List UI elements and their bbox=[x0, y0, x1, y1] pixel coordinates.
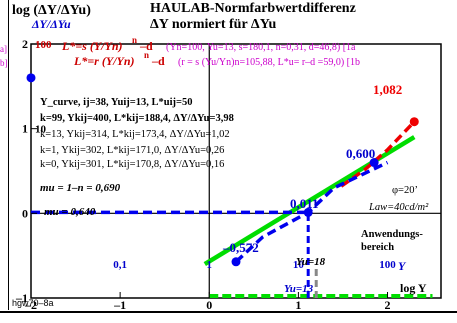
x-tick-label: 0 bbox=[206, 298, 212, 312]
left-cut-a: a] bbox=[0, 44, 7, 54]
info-line-2: k=13, Ykij=314, L*kij=173,4, ΔY/ΔYu=1,02 bbox=[40, 129, 230, 140]
formula-1-lhs: L*=s (Y/Yn) bbox=[61, 39, 123, 53]
data-point bbox=[409, 117, 419, 127]
formula-1-tail: –d bbox=[139, 39, 153, 53]
label-0600: 0,600 bbox=[346, 146, 375, 161]
y-subtitle: ΔY/ΔYu bbox=[31, 17, 71, 31]
footer-line bbox=[0, 311, 457, 313]
left-cut-b: b] bbox=[0, 58, 8, 68]
chart-subtitle: ΔY normiert für ΔYu bbox=[150, 17, 277, 32]
x-axis-title: log Y bbox=[400, 281, 427, 295]
x-tick-label: 2 bbox=[385, 298, 391, 312]
law-label: Law=40cd/m² bbox=[368, 202, 429, 213]
y-tick-label: 2 bbox=[22, 37, 28, 51]
data-point bbox=[26, 73, 36, 83]
points-layer bbox=[26, 73, 419, 267]
linear-tick-label: 100 bbox=[379, 259, 396, 271]
data-point bbox=[303, 207, 313, 217]
info-line-0: Y_curve, ij=38, Yuij=13, L*uij=50 bbox=[40, 97, 193, 108]
label-1082: 1,082 bbox=[373, 82, 402, 97]
x-tick-label: 1 bbox=[295, 298, 301, 312]
linear-tick-label: 0,1 bbox=[113, 259, 127, 271]
slope-mu-eq: mu = 1–n = 0,690 bbox=[40, 182, 121, 194]
formula-1-params: (Yn=100, Yu=13, s=180,1, n=0,31, d=46,8)… bbox=[166, 42, 356, 53]
y-tick-label: –1 bbox=[15, 291, 28, 305]
label-yu18: Yu=18 bbox=[296, 256, 326, 268]
formula-2-tail: –d bbox=[151, 54, 165, 68]
series-layer bbox=[31, 120, 433, 298]
linear-tick-label: 1 bbox=[207, 259, 213, 271]
info-line-1: k=99, Ykij=400, L*kij=188,4, ΔY/ΔYu=3,98 bbox=[40, 113, 234, 124]
x-tick-label: –1 bbox=[113, 298, 126, 312]
data-point bbox=[231, 257, 241, 267]
label-0011: 0,011 bbox=[290, 196, 319, 211]
info-line-3: k=1, Ykij=302, L*kij=171,0, ΔY/ΔYu=0,26 bbox=[40, 145, 224, 156]
left-frame-line bbox=[8, 0, 9, 310]
phi-label: φ=20’ bbox=[392, 185, 418, 196]
slope-mu-val: mu = 0,640 bbox=[44, 206, 96, 218]
y-tick-label: 0 bbox=[22, 206, 28, 220]
linear-tick-label: 10 bbox=[293, 259, 305, 271]
chart-title: HAULAB-Normfarbwertdifferenz bbox=[150, 1, 356, 16]
label-0572: –0,572 bbox=[222, 240, 259, 255]
formula-1-exp: n bbox=[132, 35, 137, 45]
formula-2-params: (r = s (Yu/Yn)n=105,88, L*u= r–d =59,0) … bbox=[178, 57, 360, 68]
range-label-2: bereich bbox=[361, 242, 394, 253]
label-yu13: Yu=13 bbox=[284, 283, 314, 295]
formula-2-lhs: L*=r (Y/Yn) bbox=[73, 54, 135, 68]
footer-code: hgw70–8a bbox=[12, 298, 54, 308]
formula-2-exp: n bbox=[144, 50, 149, 60]
y-extra-tick-label: 10 bbox=[35, 124, 47, 136]
label-y-linear: Y bbox=[398, 259, 407, 273]
info-line-4: k=0, Ykij=301, L*kij=170,8, ΔY/ΔYu=0,16 bbox=[40, 159, 224, 170]
y-linear-tick-label: 100 bbox=[35, 39, 52, 51]
y-tick-label: 1 bbox=[22, 122, 28, 136]
data-point bbox=[369, 158, 379, 168]
y-axis-title: log (ΔY/ΔYu) bbox=[12, 3, 91, 18]
x-tick-label: –2 bbox=[24, 298, 37, 312]
range-label-1: Anwendungs- bbox=[361, 229, 423, 240]
